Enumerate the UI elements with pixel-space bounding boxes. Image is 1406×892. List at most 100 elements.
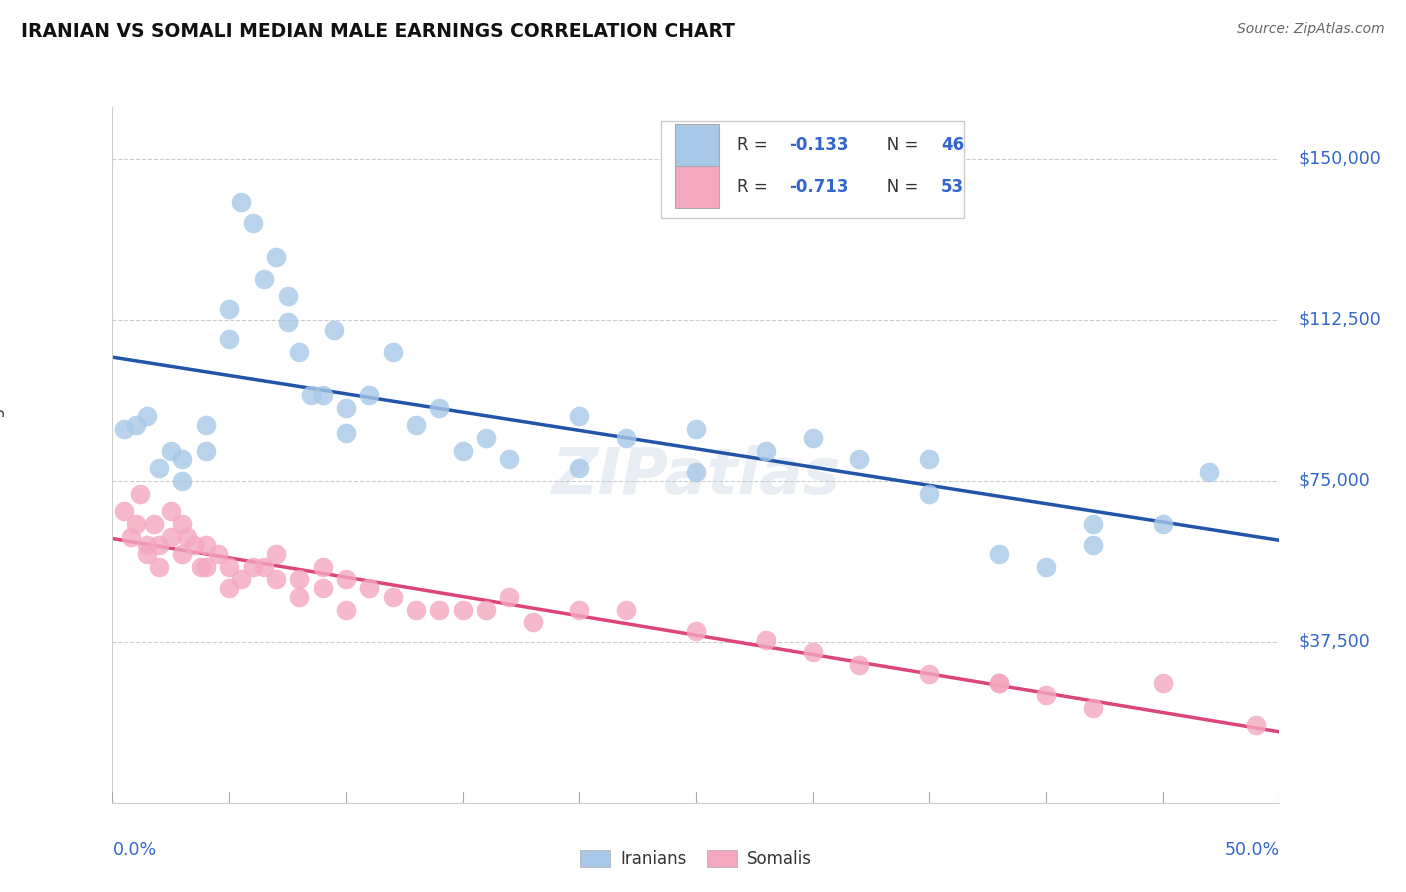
Point: [172, 452, 194, 467]
Bar: [675, 125, 720, 166]
Point: [176, 529, 198, 543]
Point: [148, 460, 170, 475]
Point: [1081, 538, 1104, 552]
Point: [125, 516, 148, 531]
Point: [125, 417, 148, 432]
Point: [311, 559, 333, 574]
Point: [299, 388, 322, 402]
Point: [405, 417, 427, 432]
Text: 0.0%: 0.0%: [112, 841, 156, 860]
Point: [288, 590, 311, 604]
Text: $75,000: $75,000: [1298, 472, 1369, 490]
Point: [288, 573, 311, 587]
Text: $37,500: $37,500: [1298, 632, 1369, 651]
Point: [172, 516, 194, 531]
Point: [194, 559, 217, 574]
Text: R =: R =: [737, 136, 773, 154]
Text: -0.133: -0.133: [789, 136, 849, 154]
Bar: [675, 166, 720, 208]
Point: [229, 194, 252, 209]
Point: [685, 422, 707, 436]
Point: [160, 443, 183, 458]
Text: 50.0%: 50.0%: [1225, 841, 1279, 860]
Point: [427, 401, 450, 415]
Point: [148, 538, 170, 552]
Text: N =: N =: [870, 136, 924, 154]
Point: [194, 443, 217, 458]
Point: [112, 504, 135, 518]
Point: [253, 559, 276, 574]
Point: [136, 409, 159, 424]
Point: [229, 573, 252, 587]
Point: [522, 615, 544, 630]
Point: [172, 474, 194, 488]
Text: $112,500: $112,500: [1298, 310, 1381, 328]
Text: IRANIAN VS SOMALI MEDIAN MALE EARNINGS CORRELATION CHART: IRANIAN VS SOMALI MEDIAN MALE EARNINGS C…: [21, 22, 735, 41]
Point: [183, 538, 205, 552]
Point: [475, 602, 498, 616]
Point: [160, 504, 183, 518]
Text: -0.713: -0.713: [789, 178, 849, 196]
Point: [194, 538, 217, 552]
Point: [1198, 465, 1220, 479]
Point: [160, 529, 183, 543]
Point: [253, 272, 276, 286]
Point: [988, 675, 1011, 690]
Point: [568, 460, 591, 475]
Point: [451, 443, 474, 458]
Point: [918, 486, 941, 500]
Point: [148, 559, 170, 574]
Point: [685, 624, 707, 638]
Point: [1152, 675, 1174, 690]
Point: [311, 388, 333, 402]
Point: [323, 323, 346, 337]
Point: [120, 529, 142, 543]
Text: $150,000: $150,000: [1298, 150, 1381, 168]
Point: [801, 645, 824, 659]
Point: [264, 547, 287, 561]
Text: ZIPatlas: ZIPatlas: [551, 445, 841, 507]
Point: [129, 486, 152, 500]
Point: [1244, 718, 1267, 732]
Point: [1081, 516, 1104, 531]
Point: [614, 602, 637, 616]
Text: Source: ZipAtlas.com: Source: ZipAtlas.com: [1237, 22, 1385, 37]
Point: [755, 632, 778, 647]
Point: [498, 452, 520, 467]
Point: [755, 443, 778, 458]
Point: [405, 602, 427, 616]
Point: [568, 409, 591, 424]
Point: [427, 602, 450, 616]
Point: [381, 590, 404, 604]
Point: [614, 431, 637, 445]
Point: [218, 301, 240, 316]
Point: [685, 465, 707, 479]
Point: [1035, 689, 1057, 703]
Point: [1152, 516, 1174, 531]
Point: [1035, 559, 1057, 574]
Point: [276, 315, 298, 329]
Legend: Iranians, Somalis: Iranians, Somalis: [574, 843, 818, 874]
Point: [335, 602, 357, 616]
Point: [335, 426, 357, 441]
Text: R =: R =: [737, 178, 773, 196]
Point: [311, 581, 333, 595]
Point: [381, 344, 404, 359]
Point: [1081, 701, 1104, 715]
Point: [276, 289, 298, 303]
Point: [801, 431, 824, 445]
FancyBboxPatch shape: [661, 121, 965, 219]
Text: 46: 46: [941, 136, 965, 154]
Point: [136, 547, 159, 561]
Point: [451, 602, 474, 616]
Text: N =: N =: [870, 178, 924, 196]
Point: [918, 667, 941, 681]
Point: [190, 559, 212, 574]
Point: [136, 538, 159, 552]
Point: [288, 344, 311, 359]
Point: [848, 658, 870, 673]
Point: [988, 675, 1011, 690]
Point: [172, 547, 194, 561]
Point: [264, 573, 287, 587]
Text: 53: 53: [941, 178, 965, 196]
